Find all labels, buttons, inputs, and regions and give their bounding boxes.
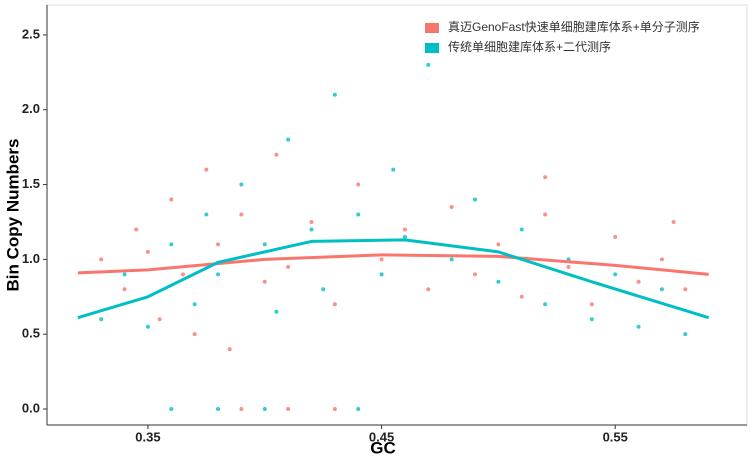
point (449, 204, 454, 209)
point (239, 182, 244, 187)
point (216, 406, 221, 411)
point (332, 406, 337, 411)
y-tick-label: 2.5 (22, 26, 40, 41)
point (204, 212, 209, 217)
point (519, 227, 524, 232)
point (683, 332, 688, 337)
point (519, 294, 524, 299)
point (274, 152, 279, 157)
x-tick-label: 0.55 (603, 429, 628, 444)
y-axis-title: Bin Copy Numbers (3, 138, 22, 291)
point (286, 264, 291, 269)
legend-swatch (425, 43, 439, 53)
point (321, 287, 326, 292)
point (192, 302, 197, 307)
y-tick-label: 1.5 (22, 176, 40, 191)
point (671, 219, 676, 224)
y-tick-label: 1.0 (22, 251, 40, 266)
point (169, 197, 174, 202)
point (204, 167, 209, 172)
point (227, 347, 232, 352)
point (122, 272, 127, 277)
point (402, 234, 407, 239)
point (379, 272, 384, 277)
legend-swatch (425, 23, 439, 33)
point (134, 227, 139, 232)
point (426, 287, 431, 292)
point (543, 212, 548, 217)
point (613, 272, 618, 277)
point (683, 287, 688, 292)
point (566, 264, 571, 269)
point (99, 317, 104, 322)
point (262, 279, 267, 284)
plot-area (46, 4, 748, 426)
point (286, 137, 291, 142)
point (496, 242, 501, 247)
point (449, 257, 454, 262)
point (391, 167, 396, 172)
point (589, 317, 594, 322)
point (543, 302, 548, 307)
point (613, 234, 618, 239)
point (332, 302, 337, 307)
point (239, 212, 244, 217)
legend-label: 传统单细胞建库体系+二代测序 (448, 39, 611, 54)
point (145, 324, 150, 329)
point (426, 62, 431, 67)
point (157, 317, 162, 322)
point (402, 227, 407, 232)
point (659, 287, 664, 292)
point (99, 257, 104, 262)
point (473, 272, 478, 277)
point (379, 257, 384, 262)
point (473, 197, 478, 202)
x-tick-label: 0.35 (135, 429, 160, 444)
point (636, 324, 641, 329)
point (274, 309, 279, 314)
point (239, 406, 244, 411)
fit-line (77, 253, 709, 276)
point (309, 219, 314, 224)
point (262, 406, 267, 411)
x-tick-label: 0.45 (369, 429, 394, 444)
point (169, 406, 174, 411)
point (356, 212, 361, 217)
point (180, 272, 185, 277)
point (659, 257, 664, 262)
point (636, 279, 641, 284)
point (262, 242, 267, 247)
y-tick-label: 0.0 (22, 400, 40, 415)
point (145, 249, 150, 254)
fit-line (77, 238, 710, 320)
point (589, 302, 594, 307)
point (192, 332, 197, 337)
x-axis-title: GC (370, 438, 396, 457)
point (309, 227, 314, 232)
point (356, 182, 361, 187)
point (286, 406, 291, 411)
point (332, 92, 337, 97)
point (496, 279, 501, 284)
legend-label: 真迈GenoFast快速单细胞建库体系+单分子测序 (448, 19, 700, 34)
point (356, 406, 361, 411)
point (122, 287, 127, 292)
y-tick-label: 2.0 (22, 101, 40, 116)
point (169, 242, 174, 247)
y-tick-label: 0.5 (22, 326, 40, 341)
point (543, 175, 548, 180)
point (216, 242, 221, 247)
point (216, 272, 221, 277)
